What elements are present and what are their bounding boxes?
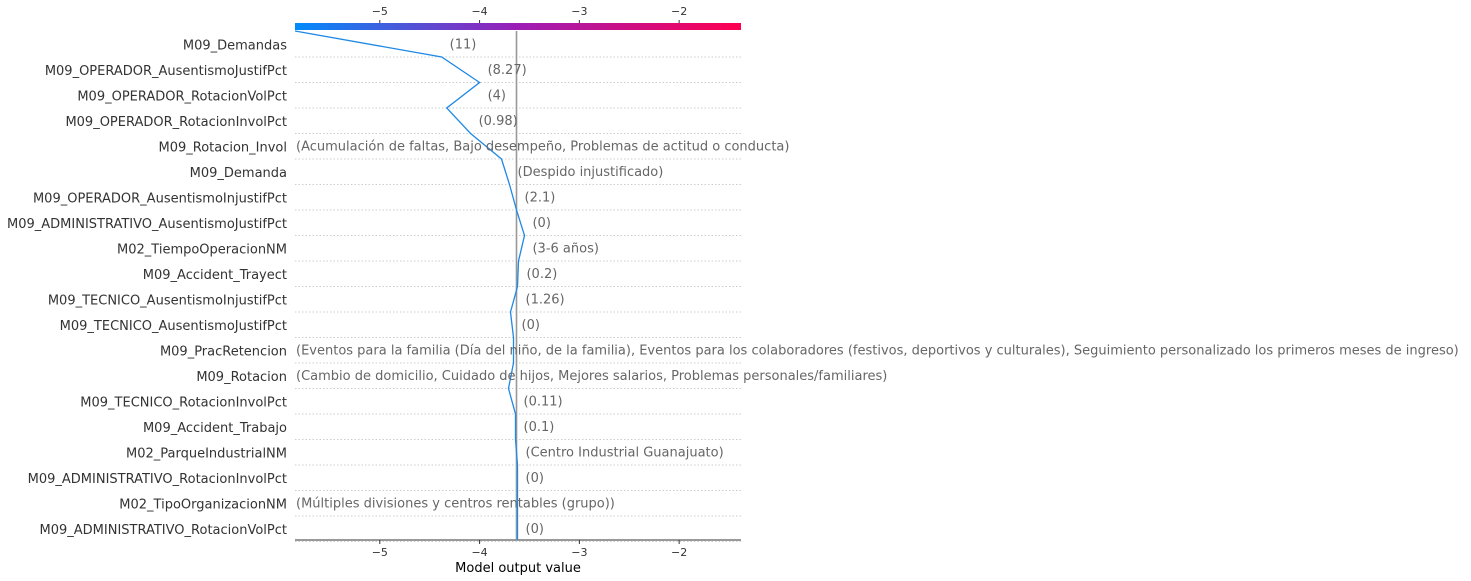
tick-label-bottom: −4 xyxy=(471,546,487,559)
feature-value-label: (0.98) xyxy=(479,114,518,129)
feature-label: M09_OPERADOR_AusentismoInjustifPct xyxy=(33,192,287,207)
feature-value-labels: (11) (8.27) (4) (0.98) (Acumulación de falta… xyxy=(296,38,1459,538)
feature-label: M09_TECNICO_AusentismoInjustifPct xyxy=(48,294,287,309)
tick-label-top: −4 xyxy=(471,5,487,18)
bottom-axis-ticks: −5 −4 −3 −2 xyxy=(295,539,741,559)
feature-value-label: (Acumulación de faltas, Bajo desempeño, … xyxy=(296,140,789,155)
feature-label: M02_TiempoOperacionNM xyxy=(117,243,287,258)
feature-value-label: (0.11) xyxy=(524,395,563,410)
feature-value-label: (2.1) xyxy=(525,191,556,206)
tick-label-bottom: −5 xyxy=(372,546,388,559)
feature-value-label: (Múltiples divisiones y centros rentable… xyxy=(296,497,615,512)
feature-value-label: (0) xyxy=(522,318,540,333)
feature-label: M09_Accident_Trayect xyxy=(143,268,287,283)
feature-value-label: (Despido injustificado) xyxy=(518,165,664,180)
feature-value-label: (0) xyxy=(526,522,544,537)
x-axis-title: Model output value xyxy=(455,561,581,576)
feature-value-label: (Cambio de domicilio, Cuidado de hijos, … xyxy=(296,369,887,384)
feature-value-label: (0.2) xyxy=(526,267,557,282)
tick-label-bottom: −3 xyxy=(571,546,587,559)
feature-label: M09_OPERADOR_RotacionVolPct xyxy=(77,90,287,105)
decision-line xyxy=(294,30,526,540)
feature-labels: M09_Demandas M09_OPERADOR_AusentismoJusti… xyxy=(7,39,287,539)
decision-path xyxy=(294,30,526,540)
feature-label: M09_TECNICO_RotacionInvolPct xyxy=(80,396,287,411)
feature-label: M02_TipoOrganizacionNM xyxy=(119,498,287,513)
feature-label: M09_ADMINISTRATIVO_RotacionVolPct xyxy=(40,523,287,538)
feature-label: M02_ParqueIndustrialNM xyxy=(126,447,287,462)
feature-label: M09_Demanda xyxy=(190,166,287,181)
feature-value-label: (Eventos para la familia (Día del niño, … xyxy=(296,344,1459,359)
feature-label: M09_Accident_Trabajo xyxy=(143,421,287,436)
colorbar-gradient xyxy=(295,23,741,30)
row-gridlines xyxy=(295,56,741,542)
tick-label-bottom: −2 xyxy=(671,546,687,559)
feature-value-label: (0) xyxy=(526,471,544,486)
feature-label: M09_OPERADOR_AusentismoJustifPct xyxy=(45,64,287,79)
feature-label: M09_PracRetencion xyxy=(160,345,287,360)
feature-value-label: (1.26) xyxy=(526,293,565,308)
feature-value-label: (11) xyxy=(450,38,477,53)
feature-label: M09_Demandas xyxy=(183,39,287,54)
feature-value-label: (4) xyxy=(488,89,506,104)
top-axis-ticks: −5 −4 −3 −2 xyxy=(372,5,687,23)
feature-label: M09_TECNICO_AusentismoJustifPct xyxy=(60,319,287,334)
feature-label: M09_Rotacion xyxy=(196,370,287,385)
tick-label-top: −5 xyxy=(372,5,388,18)
feature-value-label: (0.1) xyxy=(524,420,555,435)
feature-label: M09_Rotacion_Invol xyxy=(158,141,287,156)
colorbar xyxy=(295,23,741,30)
tick-label-top: −2 xyxy=(671,5,687,18)
feature-label: M09_ADMINISTRATIVO_RotacionInvolPct xyxy=(28,472,287,487)
feature-value-label: (8.27) xyxy=(488,63,527,78)
feature-value-label: (0) xyxy=(532,216,550,231)
feature-value-label: (3-6 años) xyxy=(532,242,598,257)
feature-label: M09_ADMINISTRATIVO_AusentismoJustifPct xyxy=(7,217,287,232)
feature-label: M09_OPERADOR_RotacionInvolPct xyxy=(65,115,287,130)
tick-label-top: −3 xyxy=(571,5,587,18)
feature-value-label: (Centro Industrial Guanajuato) xyxy=(526,446,724,461)
